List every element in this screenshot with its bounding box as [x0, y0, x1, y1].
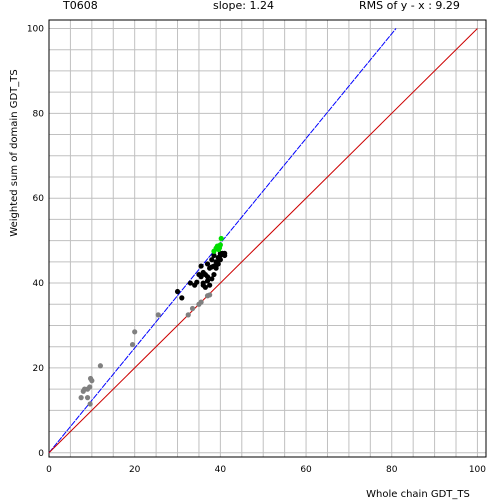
- data-point: [211, 271, 217, 278]
- y-tick-label: 0: [38, 449, 44, 459]
- data-point: [207, 292, 213, 298]
- y-tick-label: 100: [27, 24, 44, 34]
- data-point: [155, 312, 161, 318]
- y-tick-label: 80: [33, 109, 45, 119]
- target-id: T0608: [63, 0, 98, 12]
- data-point: [189, 305, 196, 312]
- data-point: [129, 341, 136, 348]
- data-point: [204, 274, 211, 280]
- data-point: [216, 245, 223, 251]
- data-point: [215, 261, 221, 267]
- x-tick-label: 80: [386, 465, 398, 475]
- data-point: [89, 378, 95, 384]
- data-point: [222, 252, 228, 259]
- data-point: [204, 278, 211, 284]
- data-point: [84, 395, 91, 401]
- data-point: [218, 235, 224, 242]
- data-point: [179, 295, 185, 301]
- data-point: [198, 263, 204, 269]
- rms-label: RMS of y - x : 9.29: [359, 0, 460, 12]
- data-point: [207, 282, 213, 288]
- data-point: [204, 261, 211, 267]
- x-tick-label: 40: [215, 465, 227, 475]
- y-axis-label: Weighted sum of domain GDT_TS: [9, 69, 20, 236]
- x-tick-label: 20: [129, 465, 141, 475]
- x-tick-label: 0: [46, 465, 52, 475]
- data-point: [198, 299, 204, 305]
- data-point: [174, 288, 181, 295]
- axis-ticks: 0 20 40 60 80 100 0 20 40 60 80 100: [27, 24, 486, 475]
- y-tick-label: 20: [33, 364, 45, 374]
- data-point: [97, 363, 104, 369]
- data-point: [194, 279, 200, 285]
- plot-frame: [48, 19, 487, 458]
- x-axis-label: Whole chain GDT_TS: [366, 489, 470, 500]
- slope-label: slope: 1.24: [213, 0, 274, 12]
- data-points: [78, 235, 228, 407]
- data-point: [187, 280, 193, 286]
- x-tick-label: 100: [469, 465, 486, 475]
- data-point: [211, 252, 217, 259]
- data-point: [209, 257, 215, 263]
- data-point: [87, 384, 93, 390]
- y-tick-label: 40: [33, 279, 45, 289]
- data-point: [209, 276, 215, 282]
- x-tick-label: 60: [300, 465, 312, 475]
- data-point: [202, 284, 208, 290]
- data-point: [217, 257, 223, 263]
- diagonal-line: [48, 28, 478, 454]
- data-point: [185, 312, 191, 318]
- y-tick-label: 60: [33, 194, 45, 204]
- data-point: [87, 401, 93, 407]
- data-point: [78, 395, 84, 401]
- data-point: [132, 329, 138, 335]
- data-point: [213, 265, 219, 271]
- data-point: [198, 274, 204, 280]
